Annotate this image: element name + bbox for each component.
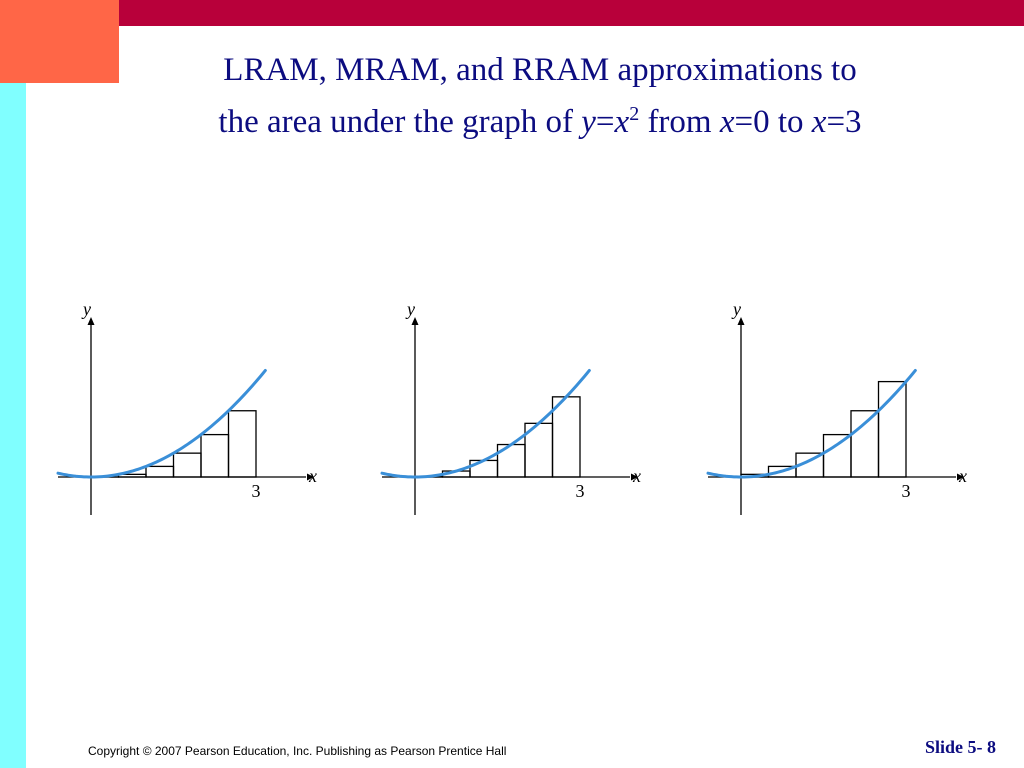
slide-title: LRAM, MRAM, and RRAM approximations to t… <box>100 48 980 144</box>
y-axis-label: y <box>731 299 741 319</box>
y-axis-label: y <box>81 299 91 319</box>
y-axis-arrow <box>737 317 745 325</box>
parabola-curve <box>706 368 917 479</box>
title-line-1: LRAM, MRAM, and RRAM approximations to <box>223 52 857 88</box>
corner-accent-block <box>0 0 119 83</box>
approximation-rectangle-3 <box>469 459 499 478</box>
x-tick-label-3: 3 <box>902 481 911 501</box>
lram-graph: x y 3 <box>56 299 317 515</box>
y-axis-arrow <box>411 317 419 325</box>
slide-number: Slide 5- 8 <box>924 737 996 757</box>
parabola-curve <box>56 368 267 479</box>
approximation-rectangle-3 <box>145 465 175 478</box>
approximation-rectangle-6 <box>551 396 581 478</box>
rram-graph: x y 3 <box>706 299 967 515</box>
mram-graph: x y 3 <box>380 299 641 515</box>
x-tick-label-3: 3 <box>252 481 261 501</box>
approximation-rectangle-5 <box>850 410 880 478</box>
x-axis-label: x <box>958 466 967 486</box>
x-axis-arrow <box>307 473 314 481</box>
left-accent-bar <box>0 0 26 768</box>
approximation-rectangle-4 <box>172 452 202 478</box>
x-axis-arrow <box>957 473 964 481</box>
rectangles <box>90 410 257 478</box>
rectangles <box>740 380 907 478</box>
copyright-notice: Copyright © 2007 Pearson Education, Inc.… <box>88 744 507 758</box>
y-axis-label: y <box>405 299 415 319</box>
x-axis-arrow <box>631 473 638 481</box>
approximation-rectangle-4 <box>822 433 852 478</box>
x-tick-label-3: 3 <box>576 481 585 501</box>
top-accent-bar <box>119 0 1024 26</box>
y-axis-arrow <box>87 317 95 325</box>
approximation-rectangle-5 <box>200 433 230 478</box>
parabola-curve <box>380 368 591 479</box>
x-axis-label: x <box>632 466 641 486</box>
approximation-rectangle-6 <box>227 410 257 478</box>
title-line-2: the area under the graph of y=x2 from x=… <box>218 103 862 140</box>
x-axis-label: x <box>308 466 317 486</box>
